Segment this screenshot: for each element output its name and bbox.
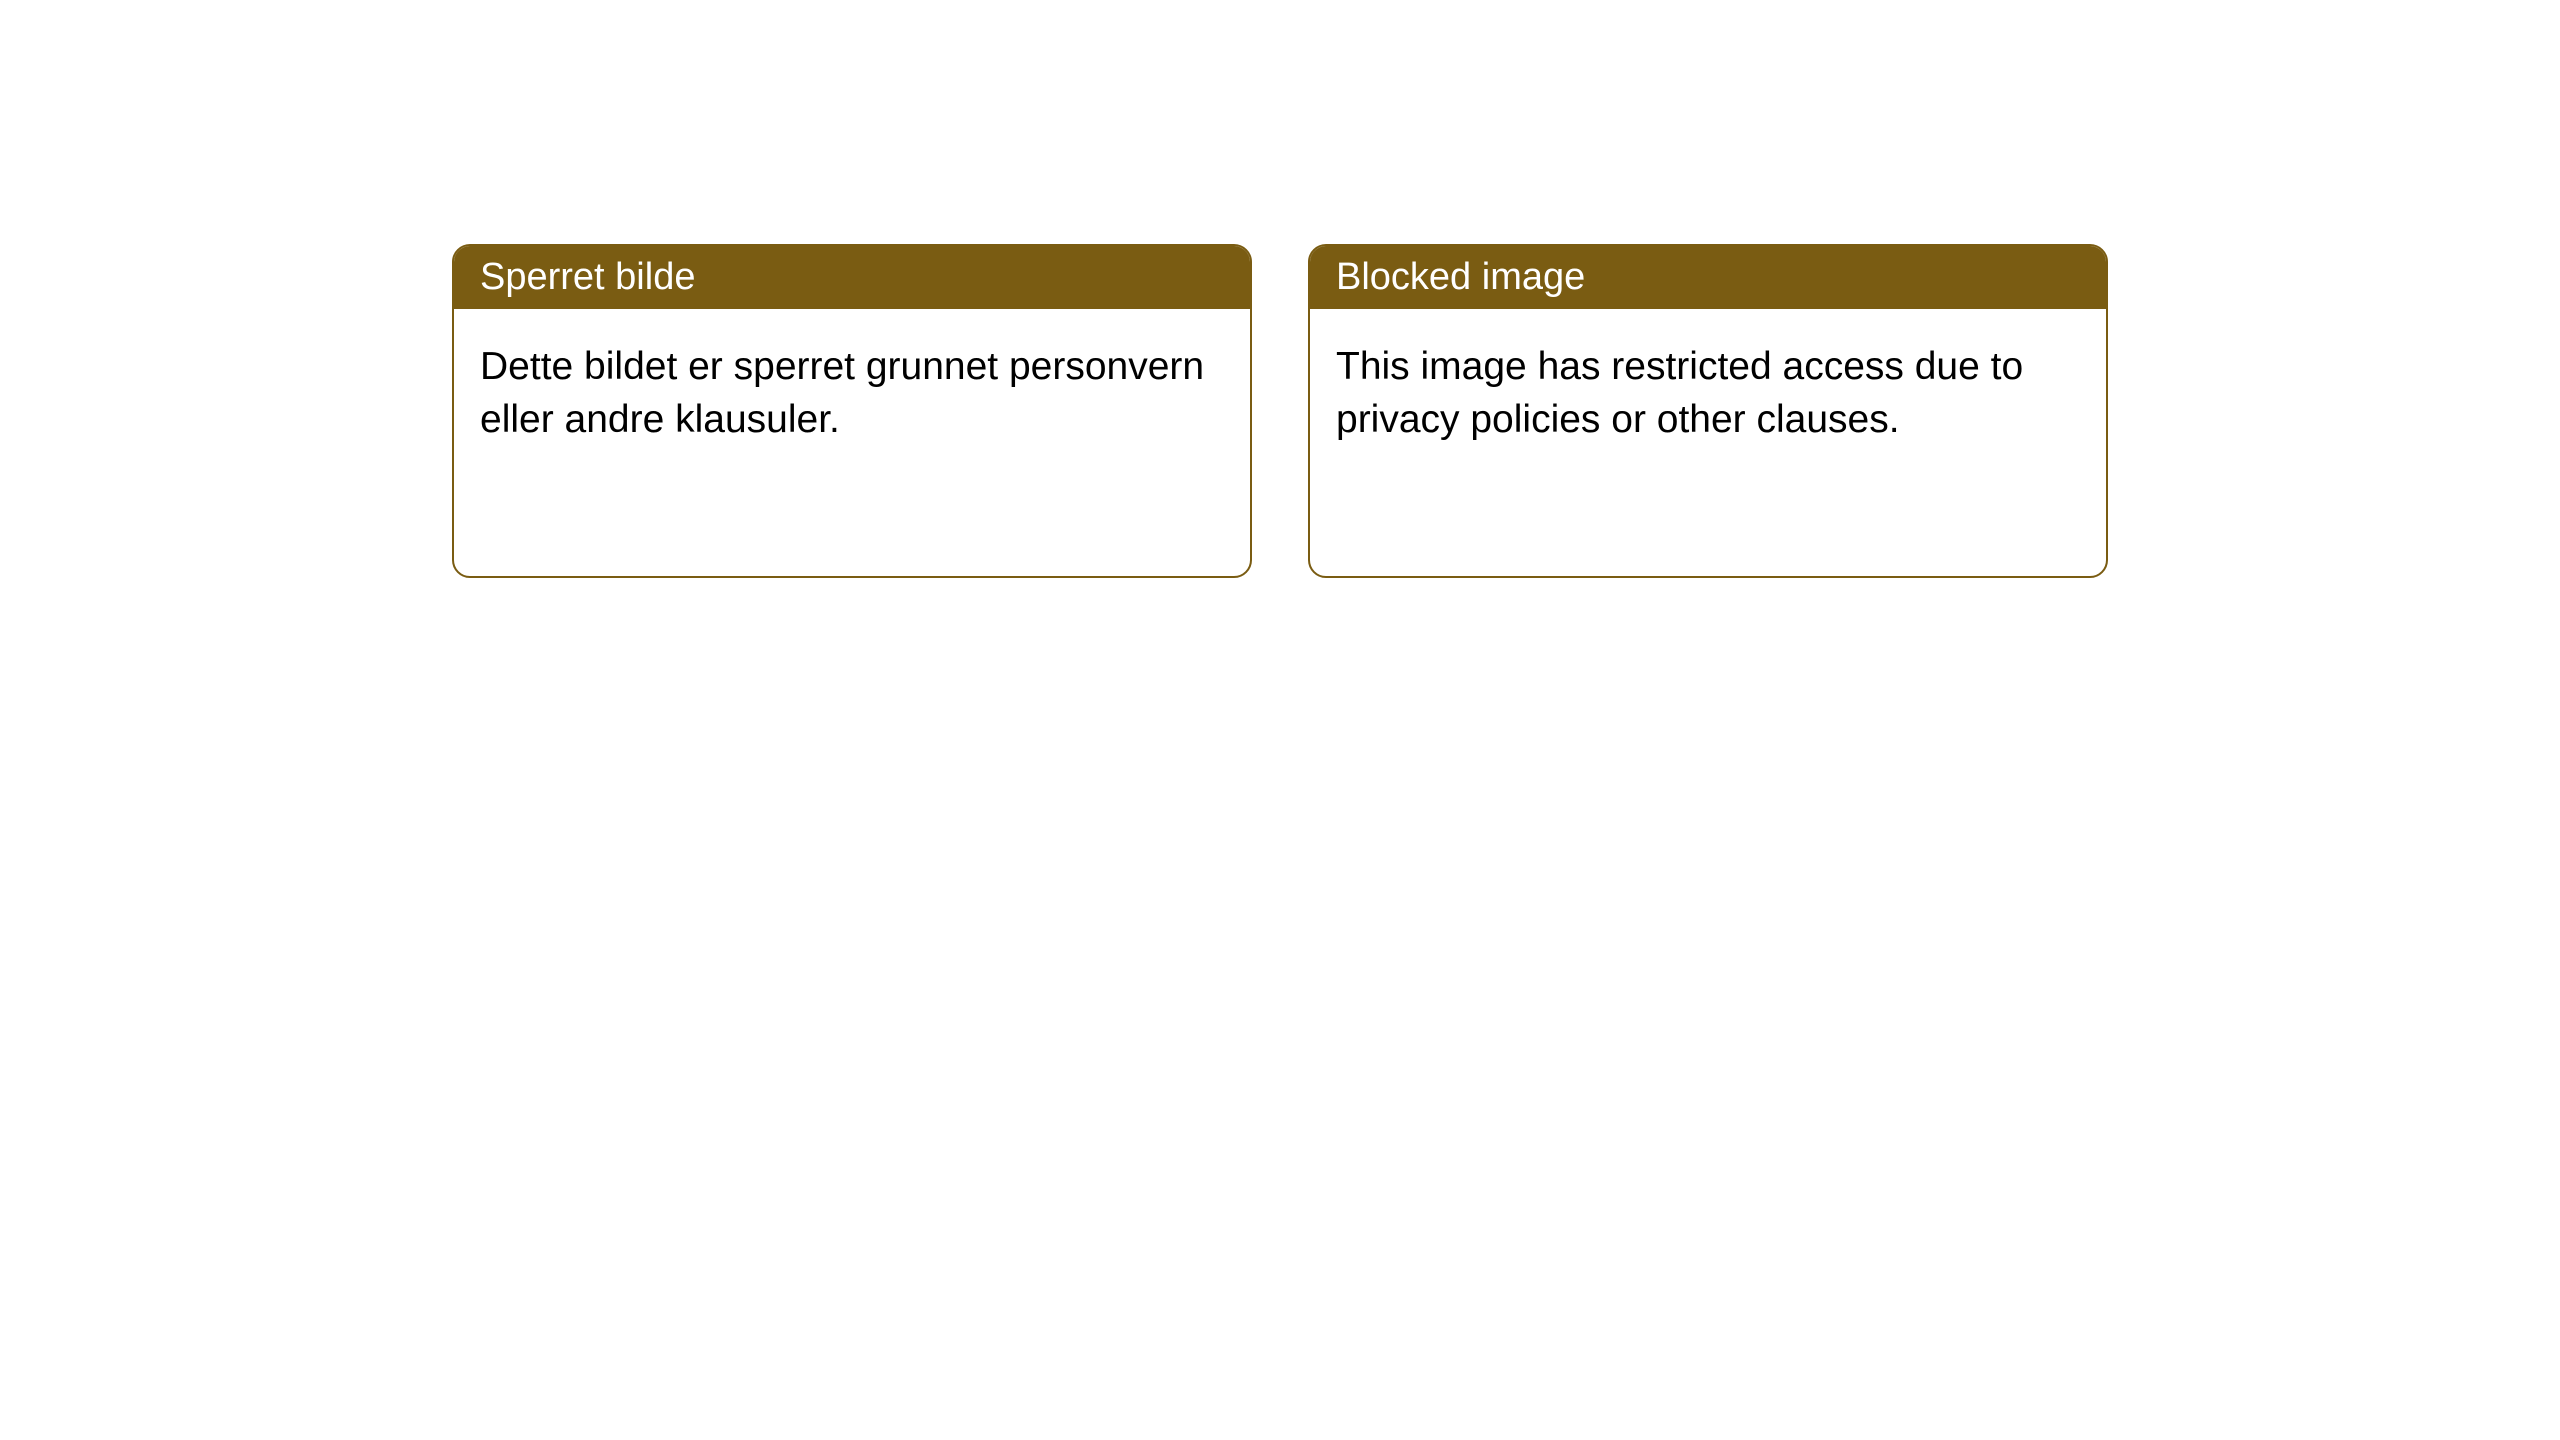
notice-title-norwegian: Sperret bilde [454,246,1250,309]
notice-body-english: This image has restricted access due to … [1310,309,2106,478]
notice-box-english: Blocked image This image has restricted … [1308,244,2108,578]
notice-box-norwegian: Sperret bilde Dette bildet er sperret gr… [452,244,1252,578]
notice-container: Sperret bilde Dette bildet er sperret gr… [452,244,2108,1440]
notice-body-norwegian: Dette bildet er sperret grunnet personve… [454,309,1250,478]
notice-title-english: Blocked image [1310,246,2106,309]
